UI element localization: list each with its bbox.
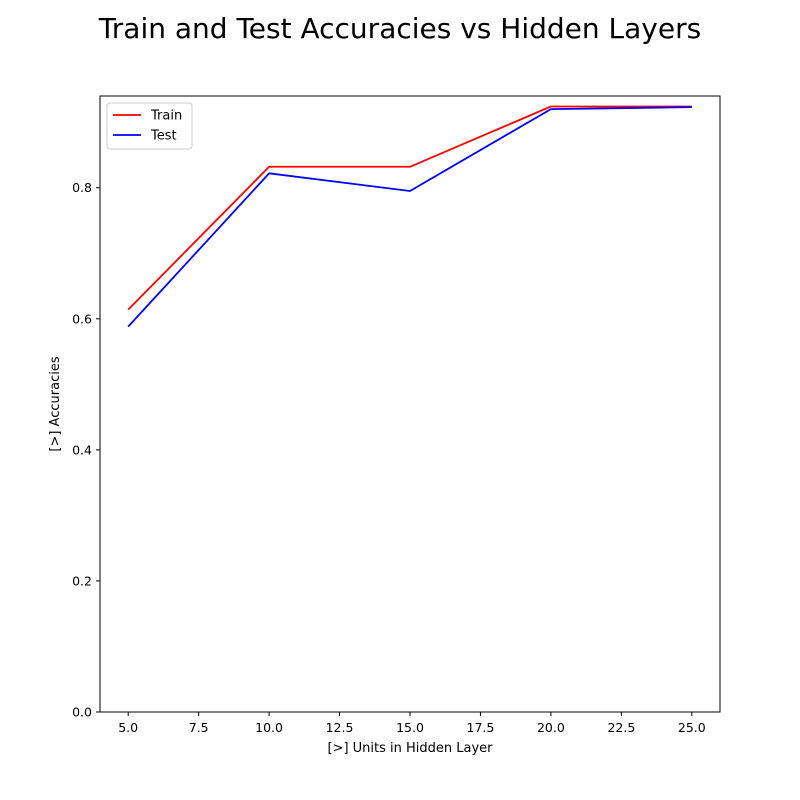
x-tick-label: 17.5	[467, 720, 495, 735]
plot-area: 5.0 7.5 10.0 12.5 15.0 17.5 20.0 22.5 25.0 0.0 0.2…	[72, 95, 721, 735]
y-tick-label: 0.2	[72, 573, 92, 588]
y-tick-label: 0.6	[72, 311, 92, 326]
x-tick-label: 5.0	[118, 720, 138, 735]
chart-title: Train and Test Accuracies vs Hidden Laye…	[98, 12, 701, 45]
y-tick-label: 0.0	[72, 705, 92, 720]
x-tick-label: 10.0	[255, 720, 283, 735]
x-tick-label: 20.0	[537, 720, 565, 735]
x-tick-label: 25.0	[678, 720, 706, 735]
x-tick-label: 15.0	[396, 720, 424, 735]
x-axis-label: [>] Units in Hidden Layer	[327, 741, 493, 756]
x-tick-label: 12.5	[326, 720, 354, 735]
legend-label-train: Train	[150, 109, 182, 124]
x-tick-label: 7.5	[189, 720, 209, 735]
y-tick-label: 0.4	[72, 442, 92, 457]
x-tick-label: 22.5	[607, 720, 635, 735]
y-axis-label: [>] Accuracies	[48, 356, 63, 451]
y-tick-label: 0.8	[72, 180, 92, 195]
legend-label-test: Test	[150, 129, 177, 144]
